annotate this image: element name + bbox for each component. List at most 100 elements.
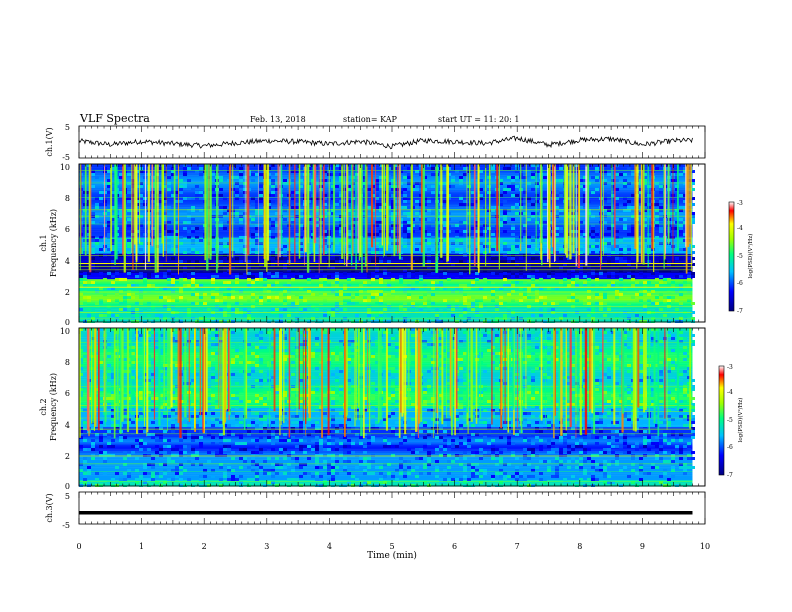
spectrogram-cell <box>691 182 695 185</box>
spectrogram-cell <box>219 215 223 218</box>
spectrogram-cell <box>127 269 131 272</box>
spectrogram-cell <box>379 221 383 224</box>
spectrogram-cell <box>531 239 535 242</box>
spectrogram-cell <box>239 218 243 221</box>
spectrogram-cell <box>251 173 255 176</box>
spectrogram-cell <box>239 167 243 170</box>
spectrogram-cell <box>79 430 83 433</box>
spectrogram-cell <box>355 239 359 242</box>
spectrogram-cell <box>279 320 283 323</box>
spectrogram-cell <box>479 299 483 302</box>
spectrogram-cell <box>495 296 499 299</box>
spectrogram-cell <box>587 272 591 275</box>
spectrogram-band <box>79 274 693 277</box>
spectrogram-cell <box>283 427 287 430</box>
spectrogram-cell <box>403 245 407 248</box>
spectrogram-cell <box>603 269 607 272</box>
spectrogram-cell <box>631 269 635 272</box>
spectrogram-cell <box>503 314 507 317</box>
spectrogram-cell <box>619 218 623 221</box>
spectrogram-cell <box>315 209 319 212</box>
spectrogram-cell <box>595 293 599 296</box>
spectrogram-cell <box>411 308 415 311</box>
spectrogram-cell <box>227 433 231 436</box>
spectrogram-cell <box>283 179 287 182</box>
spectrogram-cell <box>199 239 203 242</box>
spectrogram-cell <box>535 173 539 176</box>
spectrogram-cell <box>135 445 139 448</box>
spectrogram-cell <box>127 472 131 475</box>
spectrogram-band <box>79 348 693 351</box>
spectrogram-burst <box>298 164 301 259</box>
spectrogram-cell <box>659 242 663 245</box>
spectrogram-band <box>79 232 693 235</box>
spectrogram-cell <box>295 203 299 206</box>
spectrogram-cell <box>375 266 379 269</box>
spectrogram-cell <box>219 167 223 170</box>
spectrogram-band <box>79 314 693 317</box>
spectrogram-cell <box>427 227 431 230</box>
spectrogram-cell <box>87 457 91 460</box>
spectrogram-cell <box>447 245 451 248</box>
spectrogram-burst <box>685 164 688 274</box>
spectrogram-cell <box>163 173 167 176</box>
spectrogram-cell <box>255 469 259 472</box>
spectrogram-cell <box>647 251 651 254</box>
spectrogram-cell <box>567 209 571 212</box>
spectrogram-cell <box>603 287 607 290</box>
spectrogram-cell <box>271 308 275 311</box>
spectrogram-cell <box>279 314 283 317</box>
spectrogram-cell <box>583 188 587 191</box>
spectrogram-cell <box>647 215 651 218</box>
spectrogram-cell <box>323 194 327 197</box>
spectrogram-cell <box>187 233 191 236</box>
spectrogram-cell <box>603 296 607 299</box>
spectrogram-cell <box>295 233 299 236</box>
spectrogram-cell <box>135 478 139 481</box>
spectrogram-cell <box>139 248 143 251</box>
spectrogram-cell <box>119 176 123 179</box>
spectrogram-cell <box>307 457 311 460</box>
spectrogram-cell <box>311 403 315 406</box>
spectrogram-cell <box>219 308 223 311</box>
spectrogram-cell <box>211 278 215 281</box>
spectrogram-cell <box>403 221 407 224</box>
spectrogram-cell <box>107 233 111 236</box>
spectrogram-cell <box>627 275 631 278</box>
spectrogram-band <box>79 342 693 345</box>
spectrogram-cell <box>627 260 631 263</box>
spectrogram-cell <box>223 293 227 296</box>
spectrogram-burst <box>361 164 363 273</box>
spectrogram-cell <box>259 302 263 305</box>
spectrogram-band <box>79 400 693 402</box>
spectrogram-cell <box>255 173 259 176</box>
spectrogram-cell <box>375 185 379 188</box>
spectrogram-cell <box>659 314 663 317</box>
spectrogram-cell <box>271 221 275 224</box>
spectrogram-cell <box>407 275 411 278</box>
spectrogram-cell <box>107 412 111 415</box>
spectrogram-cell <box>607 245 611 248</box>
spectrogram-cell <box>631 203 635 206</box>
spectrogram-cell <box>195 343 199 346</box>
spectrogram-burst <box>535 164 537 251</box>
spectrogram-cell <box>539 308 543 311</box>
spectrogram-cell <box>527 284 531 287</box>
spectrogram-cell <box>291 352 295 355</box>
spectrogram-cell <box>343 212 347 215</box>
spectrogram-cell <box>279 439 283 442</box>
spectrogram-cell <box>211 442 215 445</box>
spectrogram-cell <box>99 197 103 200</box>
spectrogram-cell <box>91 173 95 176</box>
spectrogram-band <box>79 288 693 291</box>
spectrogram-cell <box>423 299 427 302</box>
spectrogram-cell <box>691 275 695 278</box>
spectrogram-cell <box>199 197 203 200</box>
spectrogram-cell <box>479 179 483 182</box>
spectrogram-cell <box>503 284 507 287</box>
spectrogram-cell <box>275 305 279 308</box>
spectrogram-cell <box>411 224 415 227</box>
spectrogram-cell <box>263 278 267 281</box>
spectrogram-cell <box>115 278 119 281</box>
spectrogram-cell <box>463 164 467 167</box>
